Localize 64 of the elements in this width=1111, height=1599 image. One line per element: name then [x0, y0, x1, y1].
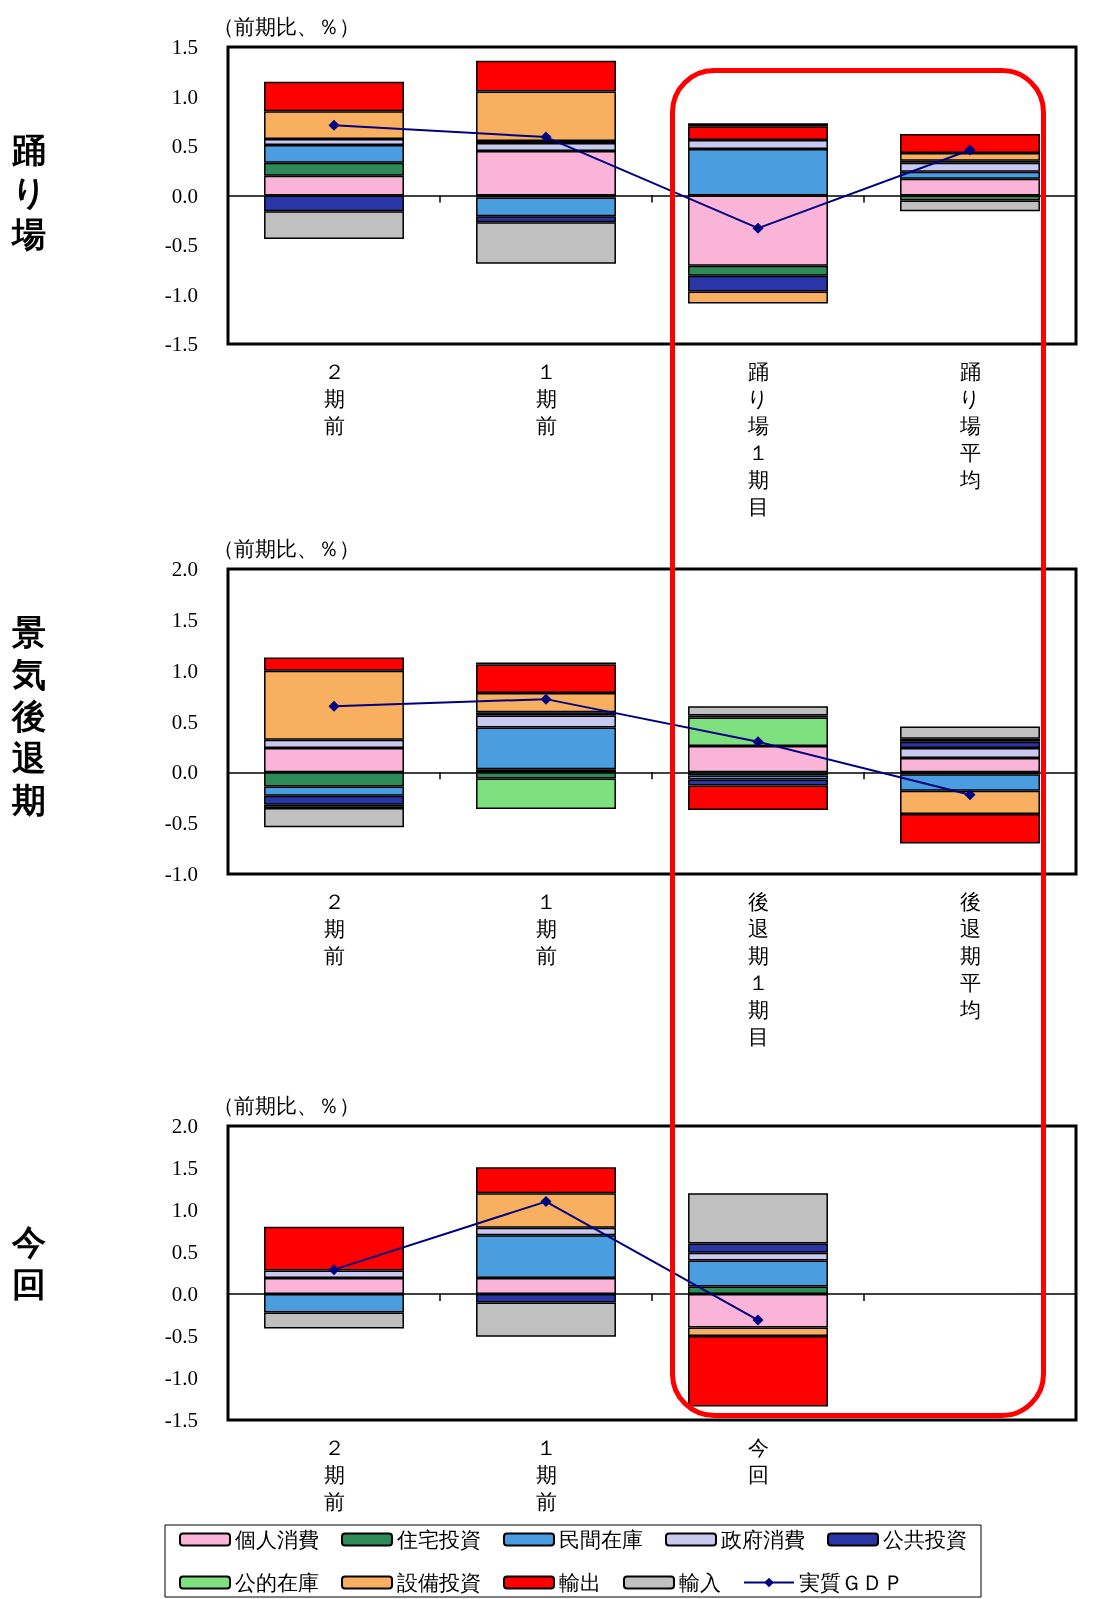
x-tick-label: １期前: [535, 359, 557, 438]
legend-label: 設備投資: [397, 1570, 481, 1595]
y-tick-label: 1.0: [171, 658, 198, 683]
y-axis-title: （前期比、％）: [213, 1093, 360, 1118]
y-tick-label: -1.0: [164, 282, 198, 307]
point: [540, 131, 552, 143]
bar: [900, 200, 1040, 212]
y-axis-title: （前期比、％）: [213, 14, 360, 39]
y-tick-label: 0.0: [171, 760, 198, 785]
y-tick-label: 1.0: [171, 1198, 198, 1222]
y-tick-label: -0.5: [164, 811, 198, 836]
y-tick-label: 1.0: [171, 84, 198, 109]
x-tick-label: 踊り場平均: [958, 359, 981, 492]
y-tick-label: 0.0: [171, 1282, 198, 1306]
legend-label: 輸入: [679, 1570, 721, 1595]
y-tick-label: 1.5: [171, 607, 198, 632]
point: [328, 119, 340, 131]
text: 景気後退期: [11, 614, 46, 819]
point: [540, 1196, 552, 1208]
y-tick-label: -0.5: [164, 1324, 198, 1348]
y-axis-title: （前期比、％）: [213, 536, 360, 561]
point: [964, 789, 976, 801]
y-tick-label: 1.5: [171, 1156, 198, 1180]
point: [328, 1264, 340, 1276]
text: 今回: [11, 1223, 46, 1303]
x-tick-label: ２期前: [323, 889, 345, 968]
x-tick-label: 後退期１期目: [747, 889, 769, 1049]
x-tick-label: １期前: [535, 1435, 557, 1514]
y-tick-label: 2.0: [171, 1114, 198, 1138]
legend-label: 政府消費: [721, 1527, 805, 1552]
legend-label: 個人消費: [235, 1527, 319, 1552]
x-tick-label: 踊り場１期目: [746, 359, 769, 519]
x-tick-label: 後退期平均: [958, 889, 981, 1022]
y-tick-label: 0.5: [171, 134, 198, 158]
y-tick-label: -1.5: [164, 332, 198, 356]
y-tick-label: 0.5: [171, 1240, 198, 1264]
point: [964, 144, 976, 156]
y-tick-label: 0.0: [171, 183, 198, 208]
point: [328, 700, 340, 712]
legend-label: 住宅投資: [396, 1527, 481, 1552]
y-tick-label: -1.5: [164, 1408, 198, 1432]
x-tick-label: ２期前: [323, 1435, 345, 1514]
legend-label: 公共投資: [883, 1527, 967, 1552]
x-tick-label: ２期前: [323, 359, 345, 438]
y-tick-label: -0.5: [164, 233, 198, 257]
x-tick-label: 今回: [747, 1435, 769, 1487]
point: [752, 736, 764, 748]
legend-label: 輸出: [559, 1570, 601, 1595]
y-tick-label: 0.5: [171, 709, 198, 734]
bar: [688, 706, 828, 716]
legend-label: 民間在庫: [559, 1527, 643, 1552]
legend-label: 実質ＧＤＰ: [799, 1570, 904, 1595]
legend-label: 公的在庫: [235, 1570, 319, 1595]
bar: [264, 807, 404, 828]
y-tick-label: 2.0: [171, 557, 198, 581]
y-tick-label: -1.0: [164, 862, 198, 886]
y-tick-label: -1.0: [164, 1366, 198, 1390]
x-tick-label: １期前: [535, 889, 557, 968]
point: [540, 693, 552, 705]
point: [752, 1314, 764, 1326]
y-tick-label: 1.5: [171, 35, 198, 59]
point: [752, 222, 764, 234]
text: 踊り場: [10, 131, 47, 253]
bar: [900, 726, 1040, 739]
